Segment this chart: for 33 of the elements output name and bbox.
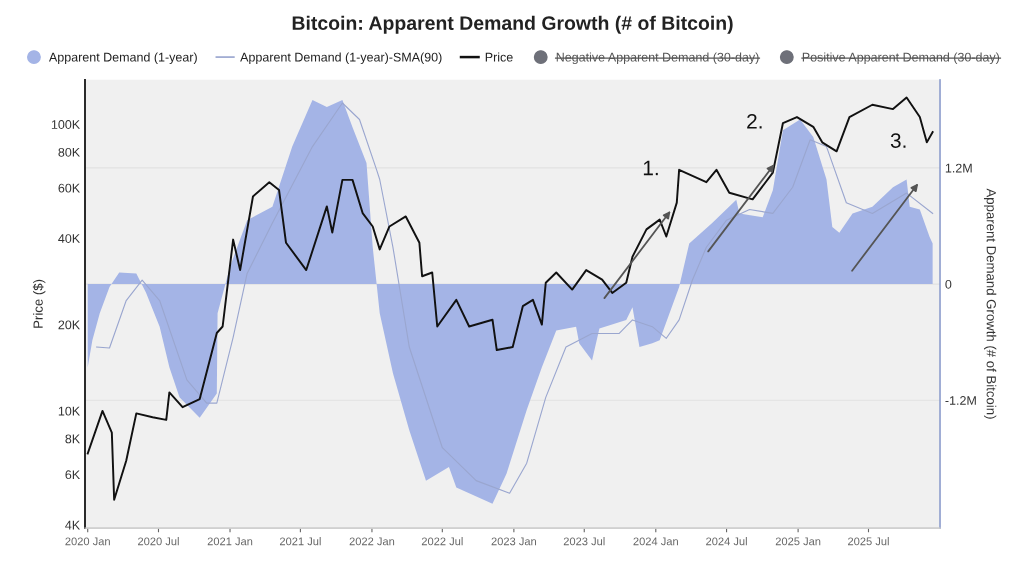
legend-label: Price <box>485 52 513 62</box>
y2-axis-title: Apparent Demand Growth (# of Bitcoin) <box>983 188 997 419</box>
x-tick-label: 2020 Jul <box>138 537 179 546</box>
y-tick-label: 80K <box>58 147 80 157</box>
y-tick-label: 60K <box>58 183 80 193</box>
annotation: 2. <box>747 113 762 129</box>
chart-title: Bitcoin: Apparent Demand Growth (# of Bitcoin) <box>292 15 733 34</box>
y-tick-label: 40K <box>58 234 80 243</box>
x-tick-label: 2021 Jan <box>207 537 253 546</box>
x-tick-label: 2021 Jul <box>279 537 321 546</box>
y-tick-label: 100K <box>51 120 80 129</box>
y-tick-label: 10K <box>58 406 80 416</box>
x-tick-label: 2024 Jan <box>633 537 678 546</box>
x-tick-label: 2023 Jan <box>491 537 537 546</box>
legend-label: Apparent Demand (1-year)-SMA(90) <box>240 52 442 65</box>
x-tick-label: 2025 Jan <box>775 537 821 546</box>
y2-tick-label: 0 <box>945 279 952 289</box>
x-tick-label: 2023 Jul <box>563 537 605 546</box>
annotation: 3. <box>890 133 906 148</box>
y-axis-title: Price ($) <box>32 279 46 328</box>
y2-tick-label: -1.2M <box>945 396 976 405</box>
x-tick-label: 2025 Jul <box>848 537 889 546</box>
y-tick-label: 8K <box>65 434 80 444</box>
y-tick-label: 20K <box>58 320 80 330</box>
y-tick-label: 4K <box>65 520 80 530</box>
x-tick-label: 2022 Jul <box>421 537 463 546</box>
y2-tick-label: 1.2M <box>945 163 972 173</box>
x-tick-label: 2024 Jul <box>706 537 747 546</box>
annotation: 1. <box>643 160 658 176</box>
y-tick-label: 6K <box>65 470 80 480</box>
x-tick-label: 2020 Jan <box>65 537 110 546</box>
legend-label: Apparent Demand (1-year) <box>48 52 197 65</box>
x-tick-label: 2022 Jan <box>349 537 395 546</box>
